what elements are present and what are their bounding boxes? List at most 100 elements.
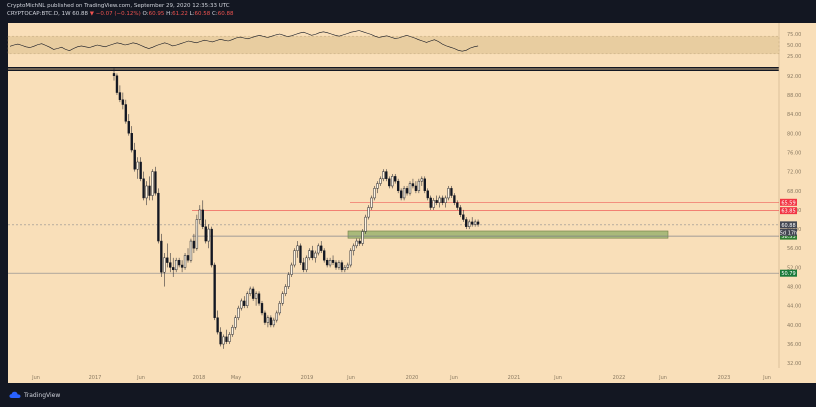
time-tick-label: 2021 <box>508 375 521 381</box>
candle <box>160 233 163 277</box>
candle <box>145 181 148 206</box>
candle <box>281 291 284 306</box>
candle-body <box>308 250 311 259</box>
candle-body <box>142 178 145 199</box>
candle <box>115 73 119 95</box>
candle <box>201 200 204 230</box>
price-tick-label: 44.00 <box>787 304 801 310</box>
candle <box>456 200 459 210</box>
candle <box>216 310 219 335</box>
candle-body <box>447 188 450 199</box>
candle <box>411 178 415 189</box>
candle-body <box>473 221 477 225</box>
candle <box>379 176 382 186</box>
candle-body <box>302 262 305 271</box>
candle <box>468 219 471 230</box>
candle-body <box>417 180 421 191</box>
level-tag <box>780 207 797 215</box>
candle-body <box>263 312 267 323</box>
time-tick-label: 2018 <box>193 375 206 381</box>
candle-body <box>240 300 243 309</box>
candle <box>151 169 154 201</box>
candle <box>172 257 175 277</box>
candle <box>438 195 441 208</box>
candle-body <box>145 185 148 199</box>
candle-body <box>328 259 332 266</box>
candle <box>370 195 373 210</box>
level-tag <box>780 232 797 240</box>
candle <box>186 248 190 263</box>
candle <box>290 262 293 277</box>
candle <box>391 173 394 189</box>
candle-body <box>367 207 370 218</box>
candle-body <box>408 183 412 194</box>
candle <box>361 229 364 246</box>
candle <box>299 243 302 266</box>
candle <box>349 248 352 268</box>
candle <box>237 305 240 321</box>
last-price-tag <box>780 221 797 229</box>
candle-body <box>198 209 202 220</box>
candle <box>275 310 278 323</box>
candle <box>473 219 477 227</box>
candle-body <box>349 250 352 266</box>
candle-body <box>444 197 447 203</box>
candle <box>177 257 181 268</box>
price-tick-label: 36.00 <box>787 342 801 348</box>
candle-body <box>394 176 397 182</box>
candle-body <box>186 255 190 261</box>
candle <box>118 85 122 103</box>
candle-body <box>157 192 160 242</box>
candle <box>394 173 397 184</box>
candle-body <box>133 149 136 170</box>
chart-header: CryptoMichNL published on TradingView.co… <box>0 0 816 22</box>
candle <box>192 233 196 254</box>
candle-body <box>246 293 249 306</box>
candle <box>459 205 462 218</box>
level-tag-label: 50.79 <box>781 271 795 277</box>
candle <box>429 195 432 210</box>
candle <box>453 193 456 206</box>
candle-body <box>192 240 196 249</box>
candle <box>305 255 308 273</box>
candle <box>308 248 311 261</box>
tradingview-logo[interactable]: TradingView <box>9 389 60 401</box>
candle <box>417 178 421 194</box>
candle <box>124 99 128 124</box>
candle <box>470 217 474 227</box>
candle <box>198 205 202 225</box>
candle-body <box>275 312 278 321</box>
candle-body <box>379 178 382 184</box>
candle-body <box>177 259 181 266</box>
countdown-tag <box>780 228 797 236</box>
candle <box>450 185 453 198</box>
candle <box>139 157 142 182</box>
candle <box>260 300 264 316</box>
candle <box>322 248 326 263</box>
price-tick-label: 84.00 <box>787 112 801 118</box>
candle <box>121 92 125 110</box>
candle-body <box>234 317 237 328</box>
candle-body <box>411 183 415 187</box>
candle <box>248 286 252 297</box>
candle-body <box>163 257 166 273</box>
candle-body <box>429 197 432 208</box>
candle-body <box>299 245 302 263</box>
candle-body <box>459 207 462 215</box>
low-value: 60.58 <box>194 11 211 17</box>
candle-body <box>183 255 187 268</box>
candle <box>154 166 157 196</box>
candle-body <box>396 180 400 191</box>
candle-body <box>364 216 367 232</box>
time-tick-label: 2020 <box>406 375 419 381</box>
candle <box>382 169 385 182</box>
time-tick-label: Jun <box>31 375 40 381</box>
candle <box>399 188 403 201</box>
candle-body <box>210 228 213 266</box>
candle-body <box>352 245 355 251</box>
price-tick-label: 88.00 <box>787 93 801 99</box>
candle-body <box>465 219 468 227</box>
candle-body <box>166 257 169 263</box>
candle <box>423 176 426 194</box>
price-tick-label: 76.00 <box>787 150 801 156</box>
